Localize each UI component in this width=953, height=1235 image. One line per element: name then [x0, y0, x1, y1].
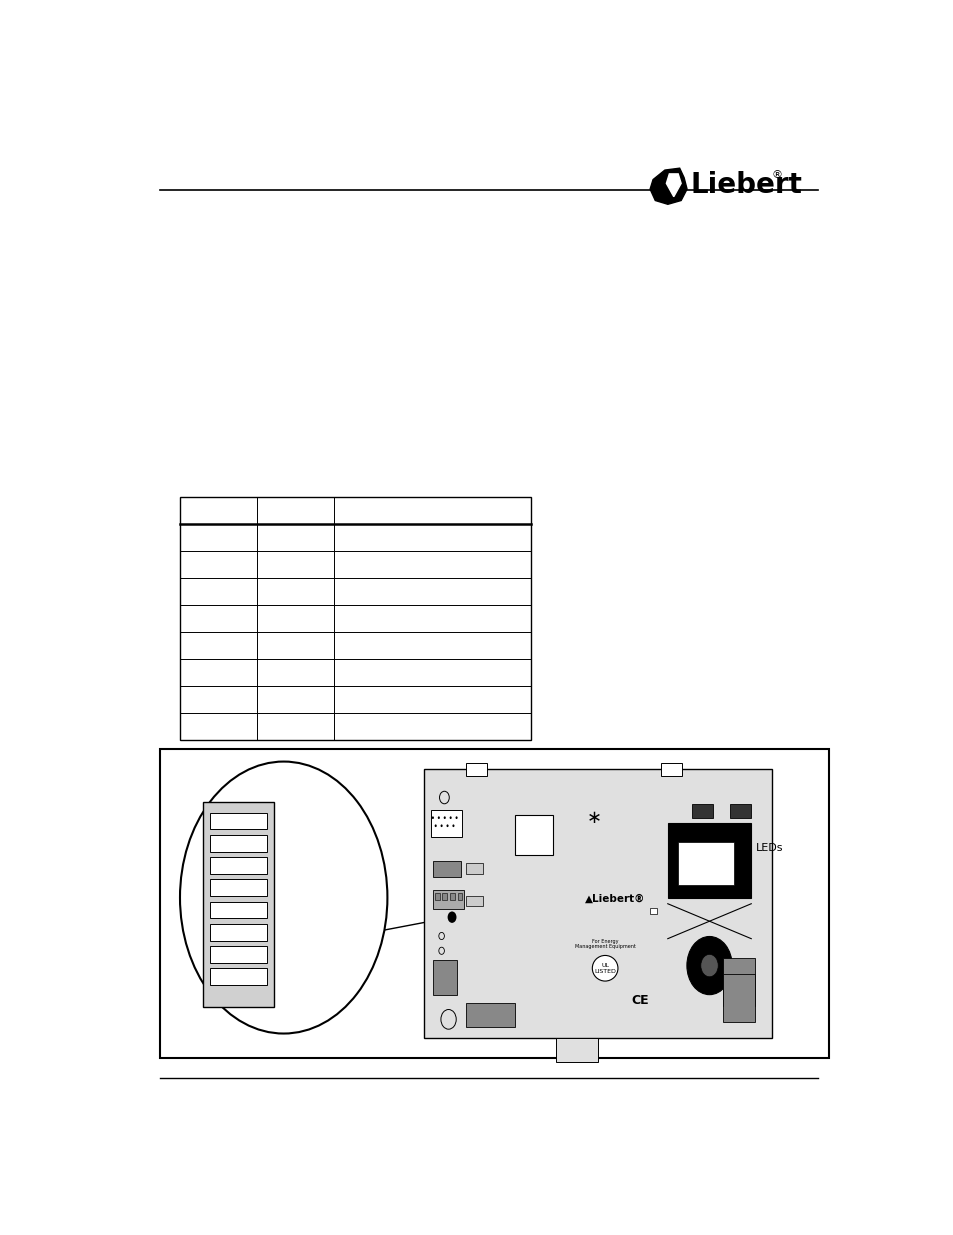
Bar: [465, 1003, 514, 1028]
Circle shape: [435, 825, 436, 827]
Bar: [450, 893, 455, 899]
Bar: [433, 861, 460, 877]
Circle shape: [449, 816, 451, 819]
Bar: [211, 924, 266, 941]
Ellipse shape: [180, 762, 387, 1034]
Bar: [433, 960, 456, 995]
Text: For Energy
Management Equipment: For Energy Management Equipment: [574, 939, 635, 950]
Bar: [556, 1039, 598, 1062]
Circle shape: [700, 955, 718, 977]
Bar: [457, 893, 462, 899]
Bar: [722, 973, 754, 1023]
Circle shape: [437, 816, 439, 819]
Bar: [435, 893, 439, 899]
Bar: [465, 895, 483, 906]
Bar: [660, 763, 681, 776]
Bar: [180, 498, 531, 740]
Circle shape: [432, 816, 434, 819]
Bar: [211, 968, 266, 986]
Bar: [691, 804, 712, 818]
Bar: [667, 823, 751, 898]
Text: UL
LISTED: UL LISTED: [594, 963, 616, 973]
Bar: [442, 893, 447, 899]
Polygon shape: [649, 168, 686, 204]
Text: ∗: ∗: [586, 809, 601, 826]
Bar: [211, 902, 266, 919]
Bar: [211, 946, 266, 963]
Circle shape: [452, 825, 454, 827]
Text: ▲Liebert®: ▲Liebert®: [585, 893, 645, 903]
Bar: [465, 763, 486, 776]
Bar: [431, 810, 462, 836]
Text: LEDs: LEDs: [755, 844, 782, 853]
Bar: [678, 842, 733, 885]
Text: Liebert: Liebert: [690, 172, 801, 199]
Bar: [730, 804, 751, 818]
Bar: [211, 879, 266, 897]
Bar: [160, 750, 828, 1058]
Circle shape: [443, 816, 445, 819]
Bar: [211, 857, 266, 874]
Bar: [211, 813, 266, 830]
Bar: [514, 815, 553, 856]
Circle shape: [447, 911, 456, 923]
Bar: [424, 769, 771, 1039]
Text: ®: ®: [771, 170, 781, 180]
Text: CE: CE: [631, 994, 648, 1007]
Circle shape: [455, 816, 457, 819]
Bar: [650, 908, 657, 914]
Circle shape: [440, 825, 442, 827]
Bar: [211, 835, 266, 852]
Bar: [722, 957, 754, 1005]
Bar: [465, 863, 483, 874]
Bar: [203, 802, 274, 1008]
Bar: [433, 890, 464, 909]
Circle shape: [446, 825, 448, 827]
Circle shape: [686, 936, 731, 994]
Polygon shape: [665, 174, 680, 196]
